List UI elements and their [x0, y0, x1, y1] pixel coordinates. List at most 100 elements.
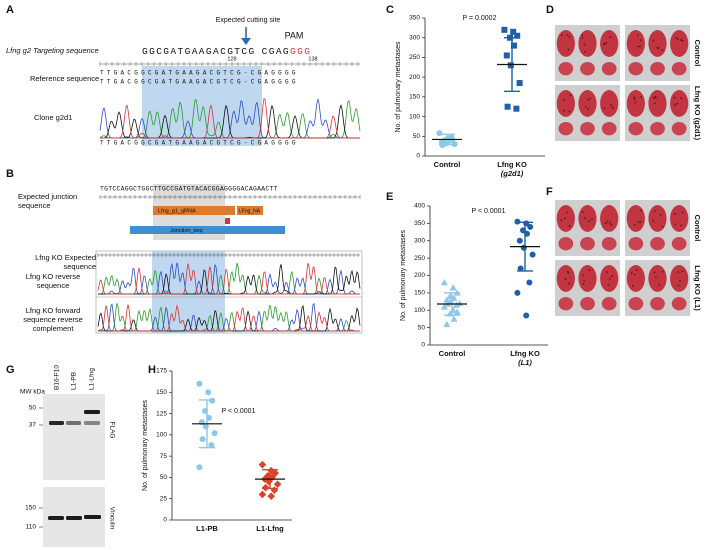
clone-label: Clone g2d1	[34, 113, 72, 122]
data-point	[453, 308, 461, 315]
lung-spot	[606, 271, 608, 274]
data-point	[503, 52, 510, 59]
lung-spot	[605, 42, 608, 44]
data-point	[520, 244, 527, 251]
data-point	[270, 486, 279, 494]
lung-spot	[583, 43, 586, 46]
data-point	[443, 320, 451, 327]
lung-spot	[674, 223, 676, 226]
lung-spot	[591, 218, 593, 220]
lung-spot	[639, 45, 641, 48]
y-tick-label: 50	[418, 324, 426, 331]
lung-lobe	[670, 90, 689, 117]
pam-sequence: GGG	[290, 46, 311, 57]
lung-spot	[680, 224, 682, 227]
data-point	[196, 464, 203, 471]
lung-lobe	[578, 90, 597, 117]
y-tick-label: 150	[156, 389, 167, 396]
pam-label: PAM	[285, 30, 304, 40]
lung-spot	[589, 97, 592, 100]
row-label: Lfng KO (g2d1)	[693, 86, 702, 141]
lung-spot	[654, 210, 656, 212]
lung-spot	[610, 104, 613, 106]
lung-spot	[587, 99, 590, 101]
data-point	[501, 26, 508, 33]
lung-lobe	[556, 30, 575, 57]
lung-spot	[637, 221, 640, 223]
lung-spot	[581, 211, 584, 214]
lane-label: L1-Lfng	[89, 368, 96, 390]
lung-spot	[584, 50, 587, 53]
y-tick-label: 400	[414, 203, 425, 210]
lung-spot	[676, 102, 679, 105]
data-point	[196, 380, 203, 387]
lung-lobe	[580, 296, 595, 311]
lung-spot	[680, 39, 682, 41]
y-tick-label: 75	[160, 453, 168, 460]
data-point	[440, 278, 448, 286]
y-tick-label: 50	[160, 474, 168, 481]
lung-lobe	[628, 121, 644, 136]
data-point	[516, 80, 523, 87]
lung-spot	[658, 283, 661, 286]
lung-spot	[606, 220, 609, 223]
x-tick-note: (L1)	[518, 358, 532, 367]
x-tick-label: Control	[439, 349, 466, 358]
data-point	[205, 389, 212, 396]
y-tick-label: 0	[416, 153, 420, 160]
lung-spot	[581, 34, 584, 37]
lung-spot	[637, 34, 639, 37]
lung-spot	[677, 284, 680, 287]
cut-arrowhead	[241, 38, 251, 45]
y-tick-label: 250	[414, 255, 425, 262]
data-point	[529, 251, 536, 258]
lung-spot	[639, 221, 642, 224]
lung-spot	[640, 96, 643, 98]
blot-band	[66, 421, 81, 425]
lung-spot	[655, 275, 657, 278]
lung-spot	[677, 271, 680, 273]
data-point	[258, 460, 267, 469]
grna-bar	[153, 206, 235, 215]
data-point	[516, 237, 523, 244]
y-axis-label: No. of pulmonary metastases	[400, 229, 407, 321]
data-point	[526, 279, 533, 286]
blot	[43, 394, 105, 480]
y-tick-label: 125	[156, 410, 167, 417]
lung-lobe	[650, 296, 665, 311]
lung-spot	[633, 98, 636, 101]
y-tick-label: 150	[409, 94, 420, 101]
lung-lobe	[628, 61, 644, 76]
lung-lobe	[648, 30, 667, 57]
data-point	[514, 289, 521, 296]
data-point	[258, 490, 267, 499]
lung-spot	[560, 34, 563, 37]
blot-band	[84, 410, 100, 414]
x-tick-label: Control	[434, 160, 461, 169]
lung-lobe	[558, 121, 574, 136]
data-point	[527, 223, 534, 230]
lung-spot	[562, 109, 565, 112]
na-bar	[237, 206, 263, 215]
lung-spot	[673, 96, 676, 99]
lung-spot	[568, 35, 571, 38]
lung-lobe	[648, 90, 667, 117]
lung-lobe	[558, 61, 574, 76]
lung-spot	[560, 219, 563, 222]
data-point	[208, 442, 215, 449]
lung-lobe	[558, 236, 574, 251]
lung-spot	[568, 110, 571, 113]
lung-spot	[562, 99, 565, 102]
panel-letter: B	[6, 168, 14, 180]
lung-spot	[567, 48, 570, 51]
lung-spot	[583, 279, 586, 282]
lung-lobe	[650, 121, 665, 136]
reference-label: Reference sequence	[30, 74, 99, 83]
lung-spot	[563, 217, 566, 220]
lung-spot	[583, 217, 586, 220]
y-tick-label: 350	[409, 15, 420, 22]
y-tick-label: 0	[421, 342, 425, 349]
lung-spot	[639, 39, 642, 42]
row-label: Lfng KO (L1)	[693, 265, 702, 311]
blot-label: FLAG	[108, 422, 115, 439]
